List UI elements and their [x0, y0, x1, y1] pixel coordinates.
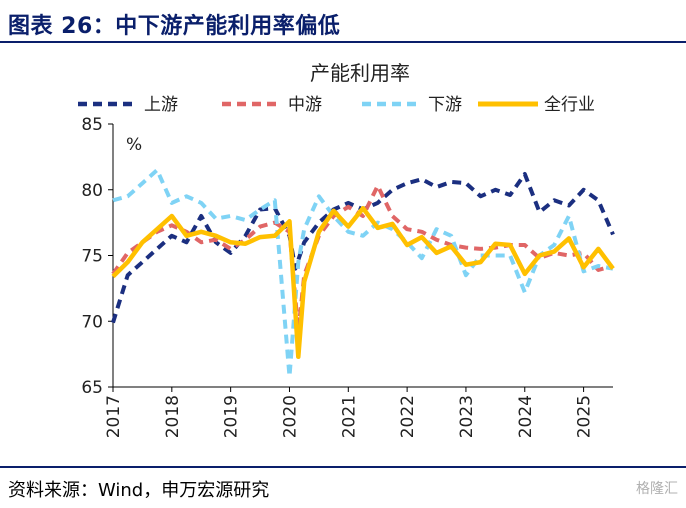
- x-tick-label: 2022: [398, 395, 418, 438]
- x-tick-label: 2018: [163, 395, 183, 438]
- y-tick-label: 75: [81, 247, 103, 267]
- all-industry-series-line: [111, 205, 615, 360]
- source-note: 资料来源：Wind，申万宏源研究: [8, 480, 270, 501]
- legend-label: 上游: [144, 95, 178, 115]
- x-tick-label: 2019: [222, 395, 242, 438]
- y-tick-label: 65: [81, 378, 103, 398]
- x-tick-label: 2021: [339, 395, 359, 438]
- x-tick-label: 2024: [516, 395, 536, 438]
- x-tick-label: 2020: [280, 395, 300, 438]
- line-chart: 产能利用率 上游 中游 下游 全行业 % 65 70 75 80 85 2017 2018 2019…: [78, 61, 615, 438]
- legend-label: 全行业: [544, 95, 595, 115]
- y-tick-label: 85: [81, 115, 103, 135]
- legend-label: 下游: [428, 95, 462, 115]
- midstream-series-line: [111, 183, 614, 334]
- x-tick-label: 2025: [575, 395, 595, 438]
- chart-title: 产能利用率: [310, 61, 410, 85]
- y-tick-label: 80: [81, 181, 103, 201]
- upstream-series-line: [111, 172, 615, 324]
- figure-title: 图表 26：中下游产能利用率偏低: [8, 14, 341, 39]
- x-tick-label: 2023: [457, 395, 477, 438]
- title-underline: [0, 41, 686, 43]
- chart-series: [111, 168, 615, 379]
- watermark-logo: 格隆汇: [636, 481, 678, 497]
- footer-rule: [0, 466, 686, 468]
- y-axis-unit-label: %: [126, 135, 142, 155]
- x-tick-label: 2017: [104, 395, 124, 438]
- legend-label: 中游: [288, 95, 322, 115]
- y-tick-label: 70: [81, 312, 103, 332]
- chart-legend: 上游 中游 下游 全行业: [78, 95, 595, 115]
- chart-axes: 65 70 75 80 85 2017 2018 2019 2020 2021 2022 2023 20…: [81, 115, 613, 438]
- downstream-series-line: [112, 168, 614, 379]
